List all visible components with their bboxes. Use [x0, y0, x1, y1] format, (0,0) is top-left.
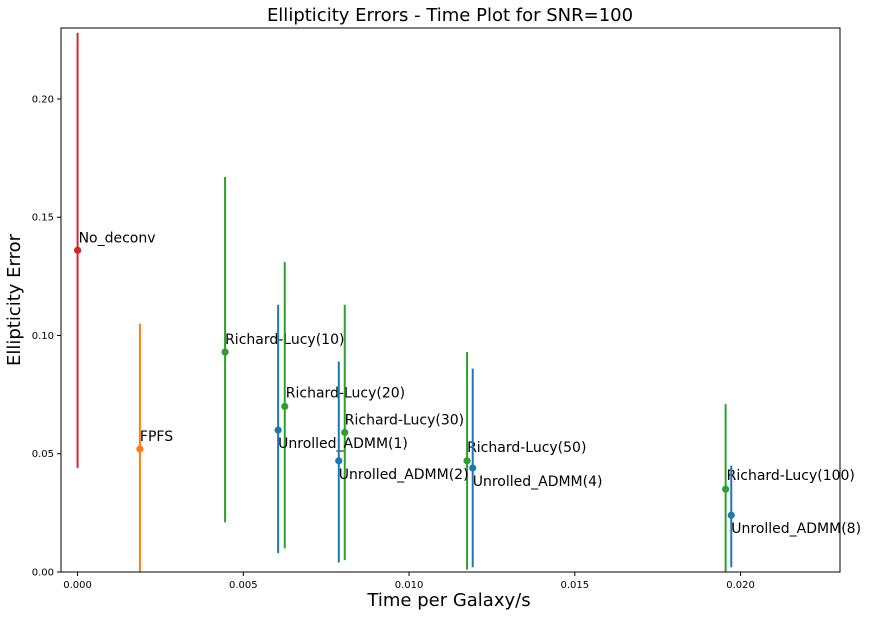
y-axis-title: Ellipticity Error: [4, 233, 25, 366]
data-point-unrolled-admm-8: [727, 511, 735, 519]
data-point-richard-lucy-20: [281, 402, 289, 411]
x-axis: 0.000 0.005 0.010 0.015 0.020: [63, 572, 755, 591]
y-tick-label: 0.00: [32, 568, 54, 579]
chart-title: Ellipticity Errors - Time Plot for SNR=1…: [267, 5, 633, 26]
y-tick-label: 0.10: [32, 331, 54, 342]
y-axis: 0.00 0.05 0.10 0.15 0.20: [32, 94, 61, 579]
point-label-richard-lucy-30: Richard-Lucy(30): [345, 412, 464, 428]
x-tick-label: 0.015: [560, 580, 589, 591]
plot-frame: [60, 27, 841, 573]
data-point-richard-lucy-10: [221, 348, 229, 356]
point-label-unrolled-admm-8: Unrolled_ADMM(8): [731, 521, 861, 537]
x-tick-label: 0.010: [395, 580, 424, 591]
point-label-richard-lucy-100: Richard-Lucy(100): [727, 468, 855, 484]
data-point-unrolled-admm-2: [335, 457, 343, 465]
point-label-unrolled-admm-2: Unrolled_ADMM(2): [339, 467, 469, 483]
data-point-richard-lucy-50: [463, 457, 471, 465]
point-label-richard-lucy-50: Richard-Lucy(50): [467, 440, 586, 456]
point-label-fpfs: FPFS: [140, 429, 173, 445]
data-point-fpfs: [136, 445, 144, 453]
y-tick-label: 0.05: [32, 449, 54, 460]
plot-marks: No_deconvFPFSRichard-Lucy(10)Richard-Luc…: [73, 32, 861, 572]
x-tick-label: 0.000: [63, 580, 92, 591]
data-point-unrolled-admm-1: [274, 426, 282, 434]
y-tick-label: 0.15: [32, 213, 54, 224]
point-label-unrolled-admm-4: Unrolled_ADMM(4): [473, 474, 603, 490]
point-label-unrolled-admm-1: Unrolled_ADMM(1): [278, 436, 408, 452]
y-tick-label: 0.20: [32, 94, 54, 105]
data-point-no-deconv: [73, 246, 82, 254]
point-label-no-deconv: No_deconv: [79, 230, 156, 246]
x-axis-title: Time per Galaxy/s: [366, 590, 530, 611]
x-tick-label: 0.005: [229, 580, 258, 591]
data-point-unrolled-admm-4: [469, 464, 477, 472]
x-tick-label: 0.020: [726, 580, 755, 591]
data-point-richard-lucy-100: [722, 485, 730, 493]
data-point-richard-lucy-30: [341, 428, 349, 437]
